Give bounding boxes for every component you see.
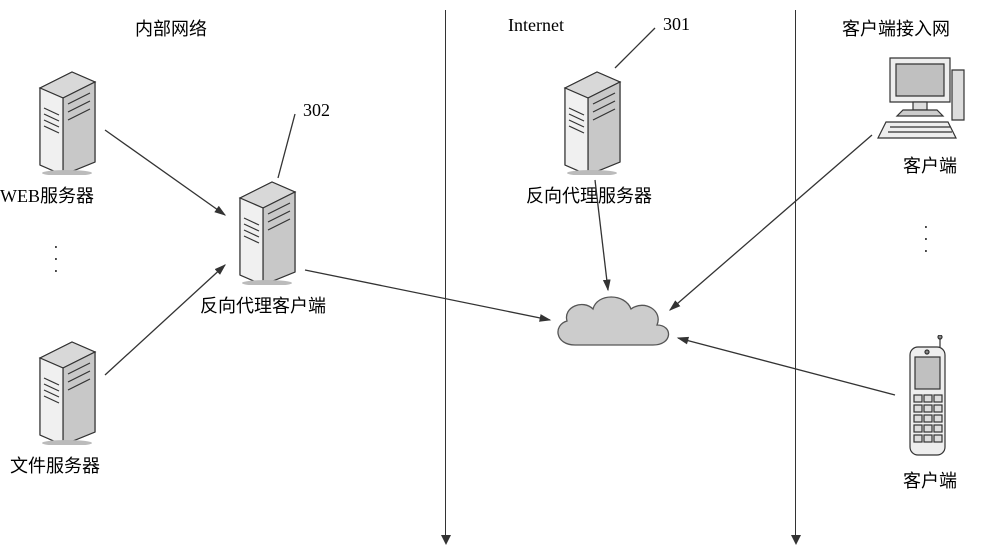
edges-overlay [0, 0, 1000, 547]
